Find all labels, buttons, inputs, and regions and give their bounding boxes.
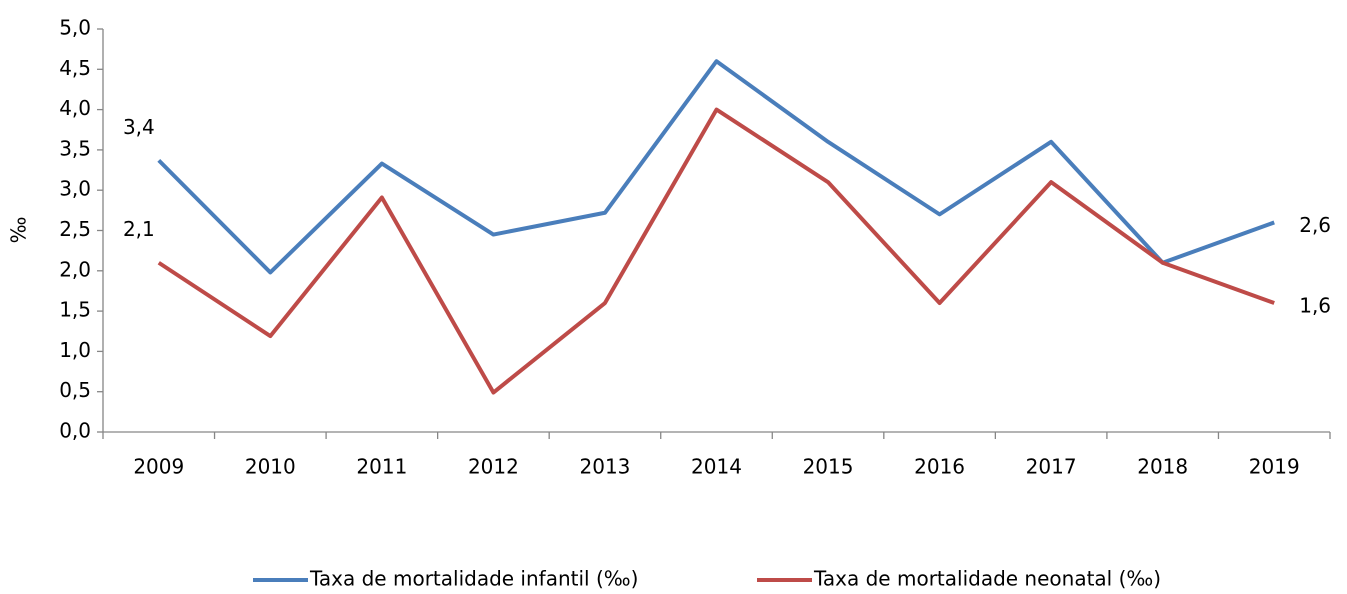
y-axis-label: ‰ — [7, 217, 31, 244]
y-tick-label: 2,0 — [59, 257, 91, 281]
data-label: 3,4 — [123, 115, 155, 139]
x-tick-label: 2009 — [133, 455, 184, 479]
data-label: 1,6 — [1299, 294, 1331, 318]
x-tick-label: 2017 — [1026, 455, 1077, 479]
y-tick-label: 1,0 — [59, 338, 91, 362]
x-tick-label: 2012 — [468, 455, 519, 479]
series-line — [157, 59, 1275, 275]
y-tick-label: 1,5 — [59, 298, 91, 322]
x-tick-label: 2013 — [580, 455, 631, 479]
x-tick-label: 2015 — [803, 455, 854, 479]
y-tick-label: 4,0 — [59, 96, 91, 120]
data-label: 2,6 — [1299, 213, 1331, 237]
x-tick-label: 2019 — [1249, 455, 1300, 479]
x-tick-label: 2014 — [691, 455, 742, 479]
legend-label: Taxa de mortalidade neonatal (‰) — [813, 567, 1161, 591]
y-tick-label: 0,5 — [59, 378, 91, 402]
x-tick-label: 2010 — [245, 455, 296, 479]
y-tick-label: 3,5 — [59, 136, 91, 160]
x-tick-label: 2018 — [1137, 455, 1188, 479]
series-line — [157, 107, 1275, 395]
data-label: 2,1 — [123, 217, 155, 241]
y-tick-label: 5,0 — [59, 16, 91, 40]
y-tick-label: 0,0 — [59, 419, 91, 443]
y-tick-label: 4,5 — [59, 56, 91, 80]
legend-label: Taxa de mortalidade infantil (‰) — [309, 567, 638, 591]
y-tick-label: 3,0 — [59, 177, 91, 201]
x-tick-label: 2016 — [914, 455, 965, 479]
y-tick-label: 2,5 — [59, 217, 91, 241]
x-tick-label: 2011 — [356, 455, 407, 479]
